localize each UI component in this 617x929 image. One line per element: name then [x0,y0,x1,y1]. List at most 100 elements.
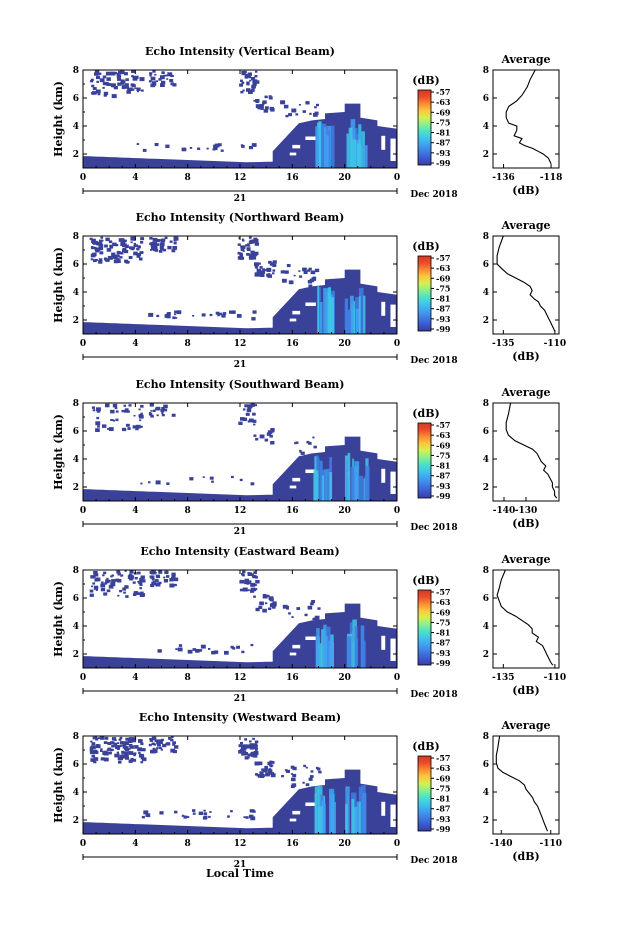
echo-gap [292,310,301,315]
echo-speckle [267,274,272,278]
echo-speckle [124,741,129,746]
echo-speckle [171,736,174,739]
echo-speckle [255,70,258,73]
echo-speckle [151,570,156,575]
echo-speckle [238,750,243,754]
x-tick-label: 12 [234,673,247,683]
echo-speckle [136,87,141,91]
echo-speckle [244,75,248,79]
echo-speckle [140,241,144,244]
colorbar-level: -69 [436,440,451,450]
echo-speckle [259,104,264,108]
echo-speckle [269,764,272,766]
echo-speckle [272,269,276,272]
echo-speckle [269,772,273,775]
echo-speckle [310,602,314,606]
echo-speckle [116,74,122,78]
echo-speckle [252,419,257,423]
echo-speckle [137,580,140,583]
echo-gap [390,471,396,494]
echo-speckle [240,248,245,251]
echo-speckle [316,103,319,107]
echo-speckle [244,73,250,78]
intense-echo-core [316,628,320,668]
echo-speckle [129,575,135,579]
echo-gap [381,801,386,816]
echo-speckle [121,752,124,755]
echo-speckle [141,815,145,819]
echo-speckle [141,89,144,92]
echo-speckle [90,246,95,250]
echo-speckle [220,149,224,152]
average-y-tick-label: 8 [483,232,489,242]
echo-speckle [242,89,245,92]
echo-speckle [121,241,125,244]
echo-speckle [299,275,303,278]
echo-speckle [98,243,104,248]
echo-speckle [159,811,164,815]
echo-speckle [239,83,243,87]
echo-speckle [261,270,266,274]
x-tick-label: 0 [394,339,400,349]
echo-speckle [96,407,99,410]
echo-speckle [305,101,310,105]
x-tick-label: 16 [286,339,299,349]
echo-speckle [246,412,250,416]
echo-speckle [161,71,165,74]
echo-speckle [155,574,161,579]
echo-speckle [249,743,253,746]
echo-speckle [267,430,273,434]
colorbar-level: -57 [436,753,450,763]
echo-speckle [128,748,131,750]
echo-speckle [100,587,106,592]
echo-speckle [247,243,250,246]
echo-gap [390,304,396,327]
echo-speckle [253,595,256,598]
echo-speckle [171,413,176,417]
echo-speckle [298,270,301,272]
colorbar-level: -69 [436,773,451,783]
echo-speckle [158,740,163,744]
intense-echo-core [354,806,359,834]
echo-speckle [217,314,220,317]
echo-speckle [272,603,277,607]
x-tick-label: 16 [286,673,299,683]
intense-echo-core [324,127,326,168]
echo-speckle [247,572,253,576]
echo-speckle [250,403,255,407]
echo-speckle [117,82,122,86]
echo-speckle [110,71,116,76]
echo-speckle [253,434,257,437]
y-axis-label: Height (km) [52,747,65,823]
echo-speckle [256,268,262,273]
echo-speckle [214,143,220,148]
echo-speckle [227,815,230,818]
echo-speckle [307,269,311,272]
panel-2: Echo Intensity (Northward Beam) 2 4 6 8 Heigh… [52,211,566,370]
echo-speckle [100,750,103,752]
echo-speckle [162,743,167,748]
echo-gap [289,152,297,156]
echo-speckle [114,753,119,758]
intense-echo-core [358,801,361,834]
intense-echo-core [327,475,330,501]
echo-speckle [120,81,125,85]
echo-speckle [254,404,257,407]
echo-speckle [169,578,174,582]
echo-speckle [189,147,193,149]
echo-speckle [93,760,97,764]
echo-speckle [125,78,129,82]
echo-speckle [115,410,119,413]
average-line [505,402,558,499]
echo-speckle [159,75,165,80]
echo-speckle [253,100,256,102]
echo-speckle [291,616,294,618]
echo-speckle [271,605,276,609]
echo-speckle [240,90,244,94]
echo-speckle [128,751,134,755]
echo-speckle [124,250,128,253]
echo-speckle [125,737,130,741]
echo-speckle [128,737,134,741]
echo-speckle [106,77,111,81]
echo-speckle [310,770,314,773]
